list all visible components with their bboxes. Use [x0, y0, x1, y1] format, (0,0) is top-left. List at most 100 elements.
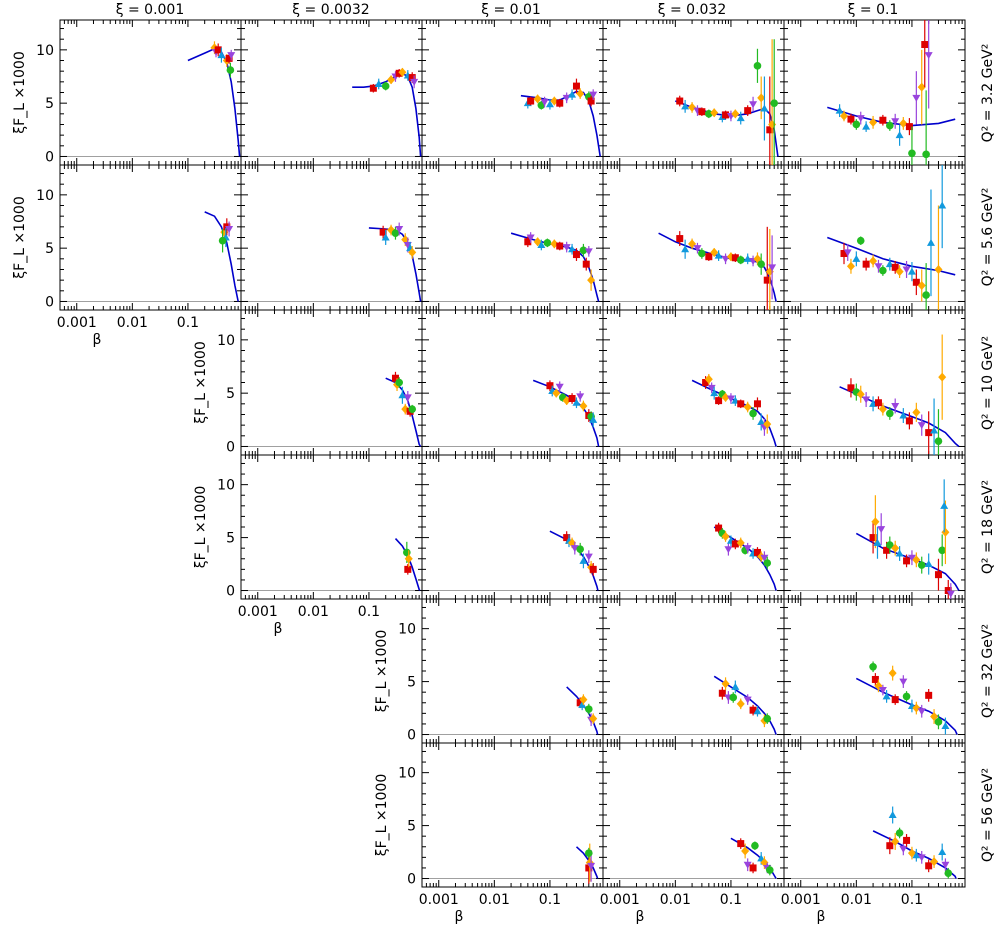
- panel-frame: [783, 19, 966, 166]
- panel-r3-c3: [713, 522, 777, 591]
- data-point-square: [891, 696, 899, 704]
- data-point-triangle-down: [587, 862, 596, 870]
- data-point-square: [840, 249, 848, 257]
- data-point-diamond: [387, 75, 396, 85]
- data-point-triangle-up: [568, 90, 577, 98]
- data-point-diamond: [934, 264, 943, 274]
- data-point-triangle-up: [572, 398, 581, 406]
- data-point-circle: [705, 110, 713, 118]
- data-point-square: [921, 41, 929, 49]
- data-point-triangle-up: [924, 560, 933, 568]
- data-point-square: [869, 534, 877, 542]
- y-axis-label: ξF_L ×1000: [12, 196, 28, 278]
- data-point-triangle-down: [227, 52, 236, 60]
- tick-marks: [59, 20, 966, 887]
- data-point-circle: [908, 149, 916, 158]
- x-axis-label: β: [455, 909, 464, 925]
- theory-curve: [827, 236, 956, 276]
- data-point-diamond: [398, 67, 407, 77]
- data-point-triangle-up: [888, 811, 897, 818]
- y-axis-label: ξF_L ×1000: [12, 51, 28, 133]
- y-tick-label: 0: [226, 584, 235, 600]
- data-point-circle: [408, 405, 417, 413]
- data-point-diamond: [579, 695, 588, 705]
- data-point-square: [847, 384, 855, 392]
- data-point-circle: [736, 256, 745, 264]
- panel-frame: [421, 742, 604, 888]
- data-point-circle: [757, 260, 765, 268]
- data-point-circle: [543, 239, 552, 247]
- y-tick-label: 5: [45, 241, 54, 257]
- data-point-diamond: [846, 261, 855, 271]
- theory-curve: [839, 386, 960, 448]
- data-point-square: [753, 548, 761, 556]
- data-point-triangle-down: [410, 78, 419, 86]
- data-point-diamond: [917, 82, 926, 92]
- data-point-triangle-up: [899, 411, 908, 419]
- data-point-triangle-down: [902, 266, 911, 274]
- data-point-diamond: [760, 858, 769, 868]
- data-point-triangle-up: [374, 79, 383, 87]
- panel-frame: [59, 164, 242, 311]
- panel-r1-c1: [368, 222, 422, 302]
- data-point-triangle-down: [768, 264, 777, 272]
- y-tick-label: 0: [45, 294, 54, 310]
- panel-r0-c4: [827, 20, 956, 165]
- y-tick-label: 5: [407, 819, 416, 835]
- data-point-circle: [770, 99, 779, 107]
- y-tick-label: 5: [45, 96, 54, 112]
- data-point-diamond: [891, 836, 900, 846]
- data-point-triangle-down: [576, 393, 585, 401]
- data-point-square: [874, 399, 882, 407]
- data-point-square: [905, 417, 913, 425]
- data-point-circle: [934, 437, 943, 445]
- row-title-1: Q² = 5.6 GeV²: [980, 188, 996, 287]
- data-point-triangle-up: [753, 707, 762, 715]
- data-point-diamond: [878, 404, 887, 414]
- panel-r0-c0: [187, 41, 241, 157]
- data-point-triangle-up: [217, 51, 226, 59]
- row-title-3: Q² = 18 GeV²: [980, 480, 996, 574]
- data-point-square: [905, 123, 913, 131]
- data-point-square: [925, 429, 933, 437]
- theory-curve: [658, 232, 777, 302]
- panel-frame: [240, 164, 423, 311]
- data-point-diamond: [721, 532, 730, 542]
- data-point-square: [568, 394, 576, 402]
- panel-frames: [59, 19, 966, 888]
- data-point-circle: [763, 714, 772, 723]
- panel-r4-c3: [713, 675, 777, 735]
- data-point-square: [395, 69, 403, 77]
- data-point-square: [572, 82, 580, 90]
- panel-r0-c1: [352, 67, 422, 157]
- row-title-0: Q² = 3.2 GeV²: [980, 44, 996, 143]
- col-title-3: ξ = 0.032: [658, 2, 727, 18]
- data-point-square: [556, 242, 564, 250]
- data-point-triangle-up: [940, 501, 949, 509]
- data-point-diamond: [704, 374, 713, 384]
- data-point-square: [753, 400, 761, 408]
- data-point-triangle-down: [225, 225, 234, 233]
- panel-r3-c4: [855, 479, 960, 599]
- data-point-triangle-down: [707, 384, 716, 392]
- panel-r1-c3: [658, 226, 777, 310]
- data-point-triangle-up: [398, 391, 407, 399]
- data-point-triangle-up: [681, 102, 690, 110]
- y-tick-label: 0: [226, 439, 235, 455]
- panel-r3-c1: [394, 538, 421, 591]
- data-point-square: [527, 97, 535, 105]
- data-point-circle: [729, 693, 738, 702]
- data-point-diamond: [710, 108, 719, 118]
- data-point-circle: [576, 545, 584, 554]
- panel-frame: [59, 19, 242, 166]
- data-point-circle: [944, 869, 953, 878]
- panel-frame: [240, 19, 423, 166]
- data-point-circle: [585, 705, 593, 713]
- x-tick-label: 0.1: [901, 892, 923, 908]
- data-point-square: [862, 260, 870, 268]
- data-point-square: [737, 400, 745, 408]
- x-axis-label: β: [636, 909, 645, 925]
- data-point-triangle-down: [891, 118, 900, 126]
- data-point-triangle-up: [731, 682, 740, 690]
- data-point-triangle-down: [743, 545, 752, 553]
